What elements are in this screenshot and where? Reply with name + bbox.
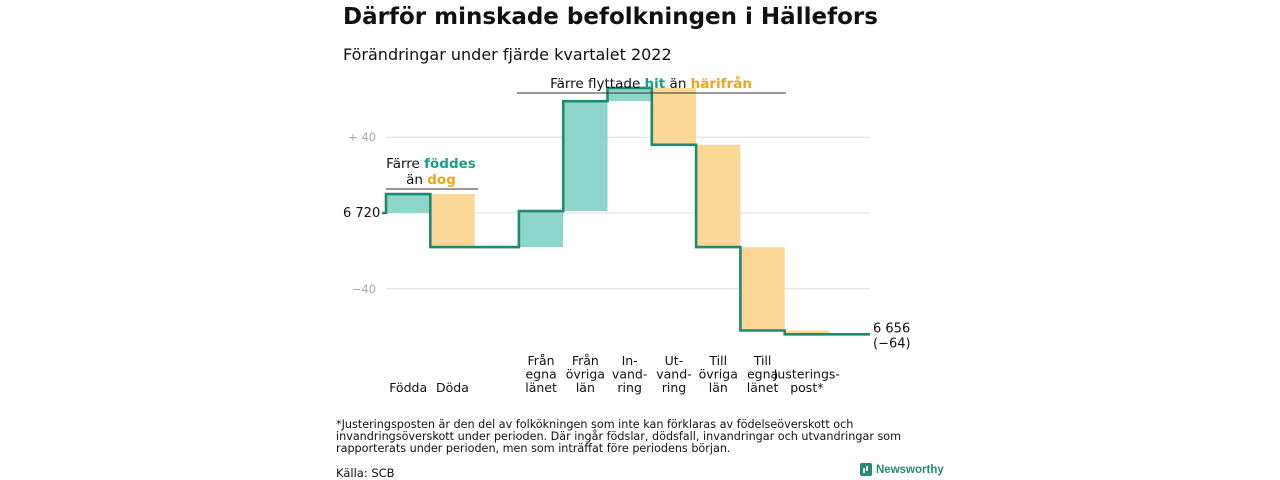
annotation-died: än dog [406,172,456,188]
chart-title: Därför minskade befolkningen i Hällefors [343,4,878,30]
start-value-label: 6 720 [343,206,380,221]
waterfall-bar [386,194,431,213]
y-tick-label: −40 [352,282,376,296]
chart-subtitle: Förändringar under fjärde kvartalet 2022 [343,45,672,64]
annotation-born: Färre föddes [386,156,476,172]
waterfall-bar [607,87,652,102]
bar-chart-icon [860,463,872,476]
end-value-label: 6 656 [873,321,910,336]
category-label: Till egna länet [747,353,779,395]
category-label: Ut-vand-ring [656,353,691,395]
category-label: Från egna länet [525,353,557,395]
waterfall-chart: + 40 −40 6 720 6 656(−64) Födda Döda Från egna… [343,75,911,396]
category-label: Justerings-post* [773,367,840,396]
waterfall-bar [518,211,564,248]
annotation-moved: Färre flyttade hit än härifrån [550,75,752,92]
source-credit: Källa: SCB [336,466,395,480]
waterfall-bar [651,87,697,145]
waterfall-bar [784,330,829,335]
waterfall-bar [740,247,785,331]
category-label: Födda [389,380,427,395]
footnote: *Justeringsposten är den del av folkökni… [336,418,902,455]
brand-logo: Newsworthy [860,463,944,476]
end-change-label: (−64) [873,336,911,351]
brand-name: Newsworthy [876,463,944,476]
waterfall-bar [563,101,608,212]
waterfall-bar [696,144,741,248]
cumulative-step-line [382,86,870,336]
category-label: Döda [436,380,469,395]
category-label: Från övriga län [566,353,605,395]
category-label: Till övriga län [699,353,738,395]
waterfall-bar [430,194,475,248]
y-tick-label: + 40 [348,130,376,144]
category-label: In-vand-ring [612,353,647,395]
